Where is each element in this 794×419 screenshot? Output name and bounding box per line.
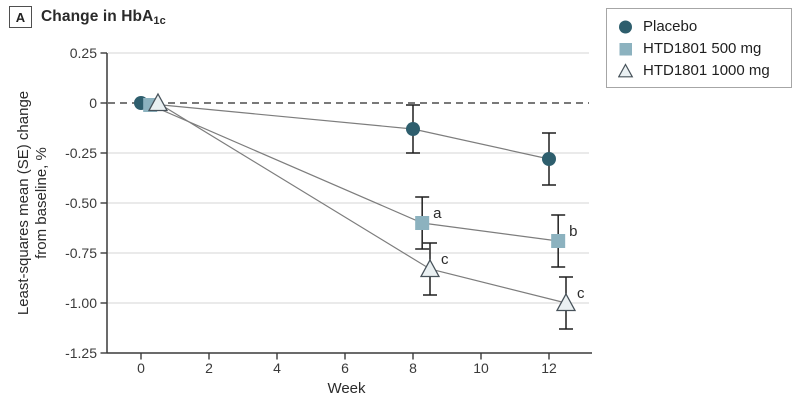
series-line-placebo [140,102,550,160]
legend-triangle-glyph [618,63,634,78]
y-tick-label: -0.50 [65,195,97,211]
legend-square-glyph [619,43,632,56]
y-tick-label: -0.25 [65,145,97,161]
triangle-open-legend-icon [618,63,634,78]
legend-item-label: HTD1801 1000 mg [643,62,770,79]
legend-item-label: HTD1801 500 mg [643,40,762,57]
marker-htd1801-500-mg-week-8 [415,216,430,230]
legend-item-label: Placebo [643,18,698,35]
legend: Placebo HTD1801 500 mg HTD1801 1000 mg [606,8,792,88]
x-tick-label: 0 [137,360,145,376]
significance-label-htd1801-500-mg-week-12: b [569,223,577,240]
legend-item-htd1801-1000-mg: HTD1801 1000 mg [618,62,780,79]
y-axis-title: Least-squares mean (SE) changefrom basel… [15,91,50,315]
x-tick-label: 2 [205,360,213,376]
marker-htd1801-1000-mg-week-0 [147,92,169,112]
figure-title-subscript: 1c [153,15,166,27]
series-line-htd1801-500-mg [149,104,559,242]
x-tick-label: 12 [541,360,557,376]
marker-placebo-week-8 [406,122,420,136]
significance-label-htd1801-500-mg-week-8: a [433,205,442,222]
y-tick-label: -0.75 [65,245,97,261]
circle-filled-legend-icon [619,20,632,34]
panel-label-a: A [9,6,32,28]
figure-title-text: Change in HbA [41,8,154,25]
y-tick-label: -1.00 [65,295,97,311]
marker-placebo-week-12 [542,152,556,166]
marker-htd1801-500-mg-week-12 [551,234,566,248]
y-tick-label: 0 [89,95,97,111]
x-axis-title: Week [327,380,366,397]
marker-htd1801-1000-mg-week-12 [555,292,577,312]
y-tick-label: -1.25 [65,345,97,361]
legend-item-htd1801-500-mg: HTD1801 500 mg [618,40,780,57]
marker-htd1801-1000-mg-week-8 [419,258,441,278]
x-tick-label: 10 [473,360,489,376]
x-tick-label: 4 [273,360,281,376]
legend-item-placebo: Placebo [618,18,780,35]
figure-title: Change in HbA1c [41,8,166,27]
significance-label-htd1801-1000-mg-week-8: c [441,251,449,268]
square-filled-legend-icon [619,43,632,56]
x-tick-label: 6 [341,360,349,376]
x-tick-label: 8 [409,360,417,376]
y-tick-label: 0.25 [70,45,97,61]
figure-header: A Change in HbA1c [9,6,166,28]
legend-circle-glyph [619,20,632,34]
significance-label-htd1801-1000-mg-week-12: c [577,285,585,302]
